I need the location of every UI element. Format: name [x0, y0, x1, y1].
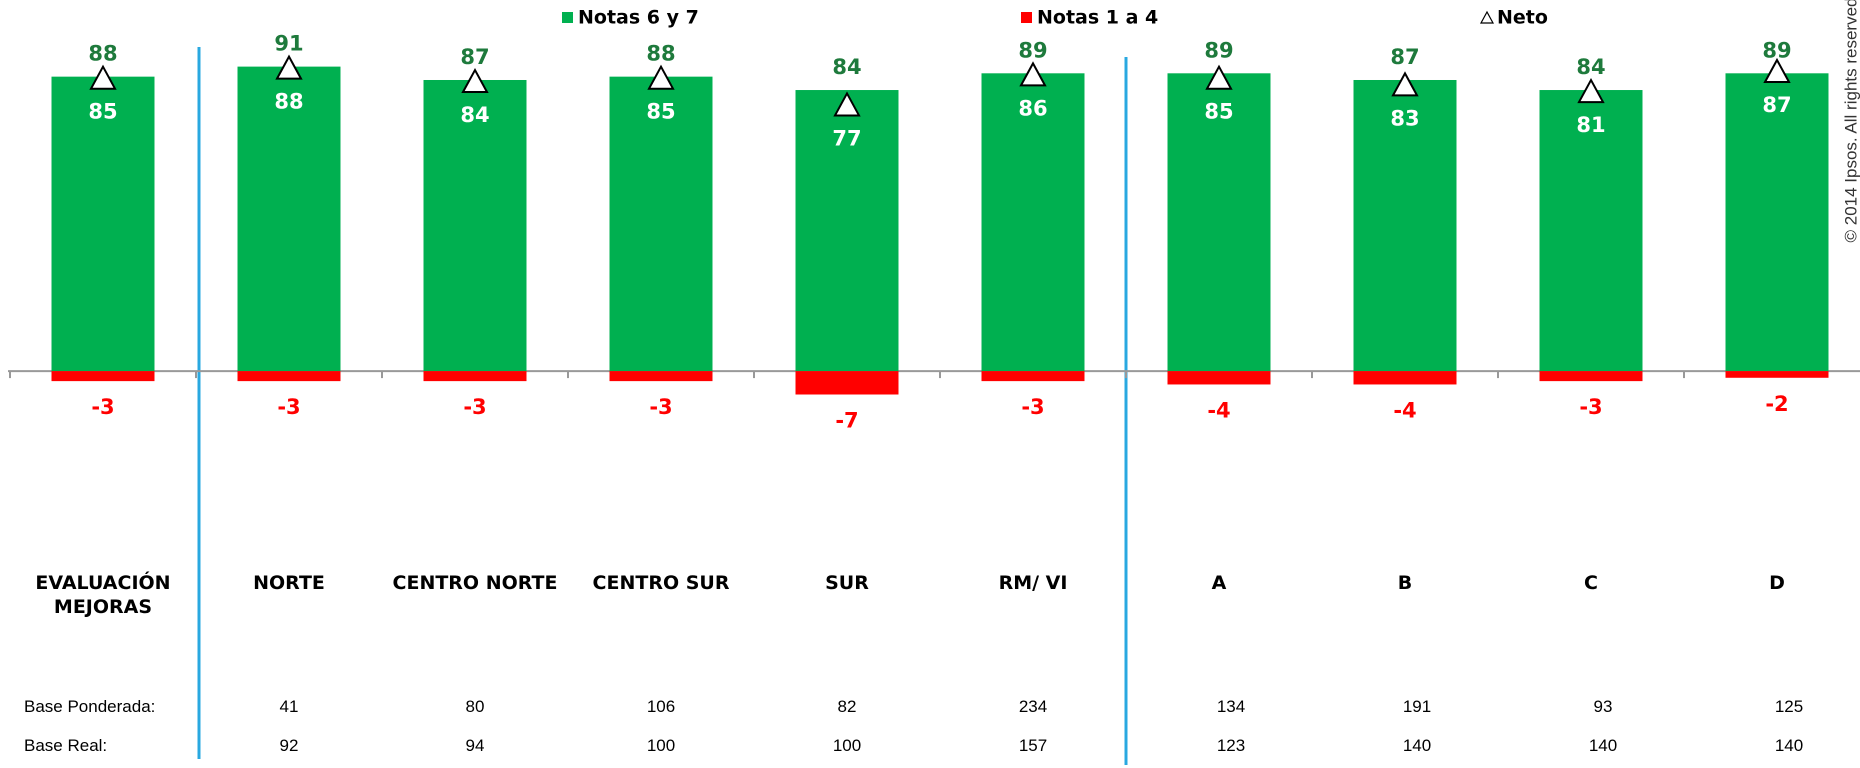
bar	[609, 371, 713, 382]
base-value: 80	[465, 697, 485, 716]
category-label: SUR	[825, 572, 869, 594]
bar	[795, 371, 899, 395]
neto-label: 85	[1204, 100, 1233, 124]
neto-marker	[461, 67, 489, 94]
bar	[1539, 371, 1643, 382]
neto-marker	[1019, 61, 1047, 87]
category-label: RM/ VI	[998, 572, 1068, 594]
base-value: 140	[1774, 736, 1804, 755]
neto-marker	[1763, 57, 1791, 83]
neto-marker	[1205, 64, 1233, 90]
neto-label: 81	[1576, 113, 1605, 137]
value-label: 87	[1390, 45, 1419, 69]
bar	[795, 90, 899, 372]
value-label: 88	[88, 42, 117, 66]
value-label: -4	[1207, 398, 1230, 422]
copyright: © 2014 Ipsos. All rights reserved	[1841, 0, 1860, 242]
category-label: NORTE	[253, 572, 325, 594]
value-label: -3	[649, 395, 672, 419]
value-label: -2	[1765, 392, 1788, 416]
legend-marker	[562, 12, 573, 23]
base-value: 106	[646, 697, 676, 716]
value-label: 84	[832, 55, 861, 79]
value-label: -3	[91, 395, 114, 419]
base-value: 134	[1216, 697, 1246, 716]
neto-label: 88	[274, 90, 303, 114]
bar	[1353, 371, 1457, 385]
base-row-label: Base Ponderada:	[24, 697, 156, 716]
value-label: -3	[1021, 395, 1044, 419]
value-label: -4	[1393, 398, 1416, 422]
category-label: B	[1397, 572, 1413, 594]
neto-label: 86	[1018, 96, 1047, 120]
bar	[609, 76, 713, 372]
base-value: 157	[1018, 736, 1048, 755]
bar	[423, 79, 527, 372]
legend-marker	[1021, 12, 1032, 23]
neto-marker	[1391, 71, 1419, 97]
bar	[237, 371, 341, 382]
bar	[423, 371, 527, 382]
bar	[237, 66, 341, 372]
legend-marker	[1479, 10, 1495, 24]
category-label: A	[1211, 572, 1227, 594]
base-value: 92	[279, 736, 299, 755]
category-label: CENTRO NORTE	[392, 572, 558, 594]
base-value: 100	[832, 736, 862, 755]
base-value: 191	[1402, 697, 1432, 716]
base-value: 140	[1402, 736, 1432, 755]
neto-marker	[1577, 77, 1605, 104]
legend-label: Notas 6 y 7	[578, 7, 699, 29]
value-label: 84	[1576, 55, 1605, 79]
base-value: 93	[1593, 697, 1613, 716]
base-value: 41	[279, 697, 299, 716]
value-label: -7	[835, 409, 858, 433]
value-label: -3	[277, 395, 300, 419]
bar	[51, 371, 155, 382]
value-label: 89	[1204, 38, 1233, 62]
base-value: 125	[1774, 697, 1804, 716]
bar	[1167, 73, 1271, 372]
value-label: -3	[1579, 395, 1602, 419]
neto-marker	[647, 64, 675, 90]
base-value: 82	[837, 697, 857, 716]
base-value: 123	[1216, 736, 1246, 755]
neto-marker	[89, 64, 117, 90]
bar	[1353, 79, 1457, 372]
neto-label: 83	[1390, 106, 1419, 130]
value-label: 91	[274, 32, 303, 56]
value-label: 88	[646, 42, 675, 66]
value-label: 87	[460, 45, 489, 69]
category-label: CENTRO SUR	[592, 572, 730, 594]
bar	[1725, 371, 1829, 378]
bar	[1539, 90, 1643, 372]
category-label: EVALUACIÓN MEJORAS	[35, 572, 171, 618]
neto-label: 85	[88, 100, 117, 124]
value-label: -3	[463, 395, 486, 419]
neto-label: 77	[832, 126, 861, 150]
legend-label: Neto	[1497, 7, 1548, 29]
bar	[1725, 73, 1829, 372]
legend-label: Notas 1 a 4	[1037, 7, 1158, 29]
bar	[1167, 371, 1271, 385]
category-label: D	[1769, 572, 1785, 594]
neto-label: 84	[460, 103, 489, 127]
bar	[981, 371, 1085, 382]
neto-label: 85	[646, 100, 675, 124]
neto-marker	[275, 54, 303, 80]
base-value: 100	[646, 736, 676, 755]
bar	[51, 76, 155, 372]
neto-marker	[833, 91, 861, 117]
base-value: 94	[465, 736, 485, 755]
bar	[981, 73, 1085, 372]
neto-label: 87	[1762, 93, 1791, 117]
base-value: 140	[1588, 736, 1618, 755]
base-value: 234	[1018, 697, 1048, 716]
value-label: 89	[1018, 38, 1047, 62]
base-row-label: Base Real:	[24, 736, 108, 755]
category-label: C	[1584, 572, 1598, 594]
